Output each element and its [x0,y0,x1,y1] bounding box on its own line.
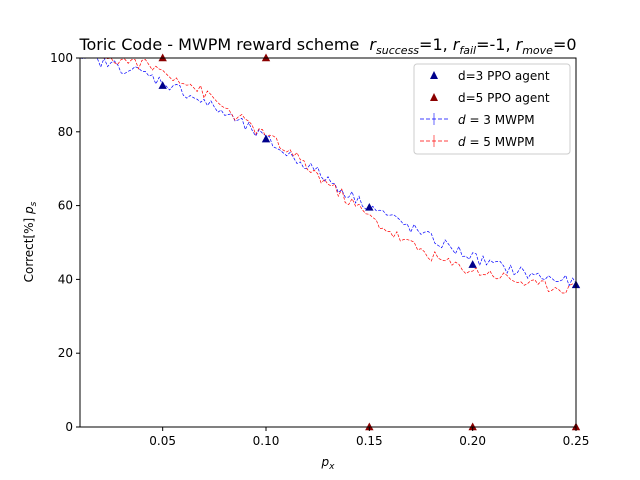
chart-title: Toric Code - MWPM reward scheme rsuccess… [78,35,576,57]
chart-title-main: Toric Code - MWPM reward scheme [78,35,359,54]
legend-label-d3-mwpm-rest: = 3 MWPM [466,113,535,127]
x-tick-label: 0.10 [253,434,280,448]
y-tick-label: 20 [58,346,73,360]
legend-label-d3-mwpm-italic: d [458,113,466,127]
data-point-marker [158,81,167,89]
legend-marker-d3-ppo [430,71,438,79]
title-r-success-value: =1, [419,35,453,54]
legend-marker-d5-ppo [430,93,438,101]
legend-box [413,63,571,155]
y-axis-label: Correct[%] ps [22,201,39,282]
y-tick-label: 60 [58,199,73,213]
x-tick-label: 0.05 [149,434,176,448]
series-line-group [80,58,576,294]
y-axis-label-base: p [22,206,36,215]
legend-label-d5-ppo: d=5 PPO agent [458,91,550,105]
data-point-marker [158,53,167,62]
y-tick-label: 0 [65,420,73,434]
x-axis-label: px [321,455,336,472]
title-r-fail-value: =-1, [476,35,516,54]
x-tick-label: 0.25 [563,434,590,448]
y-tick-label: 80 [58,125,73,139]
y-axis-label-sub: s [29,201,39,206]
legend-label-d5-mwpm-rest: = 5 MWPM [466,135,535,149]
y-tick-label: 100 [50,51,73,65]
data-point-marker [261,134,271,143]
data-point-marker [365,422,374,431]
x-axis-label-sub: x [328,462,335,472]
title-r-move: r [516,35,524,54]
x-tick-label: 0.20 [459,434,486,448]
legend-label-d3-mwpm: d = 3 MWPM [458,113,535,127]
data-point-marker [365,202,374,211]
title-r-success: r [369,35,377,54]
y-tick-label: 40 [58,272,73,286]
data-point-marker [261,53,271,62]
legend-label-d5-mwpm-italic: d [458,135,466,149]
y-axis-label-prefix: Correct[%] [22,214,36,282]
legend: d=3 PPO agent d=5 PPO agent d = 3 MWPM d… [413,63,571,155]
title-r-move-sub: move [522,44,553,57]
title-r-fail-sub: fail [459,44,476,57]
series-layer [80,53,581,431]
series-line [80,58,576,294]
data-point-marker [468,260,477,268]
legend-label-d5-mwpm: d = 5 MWPM [458,135,535,149]
data-point-marker [468,422,477,431]
x-tick-label: 0.15 [356,434,383,448]
axes-frame [79,57,577,428]
title-r-move-value: =0 [553,35,577,54]
title-r-success-sub: success [376,44,419,57]
legend-label-d3-ppo: d=3 PPO agent [458,69,550,83]
title-r-fail: r [453,35,461,54]
x-axis-label-base: p [321,455,330,469]
ticks-layer: 0.05 0.10 0.15 0.20 0.25 0 20 40 60 80 100 [50,51,589,448]
